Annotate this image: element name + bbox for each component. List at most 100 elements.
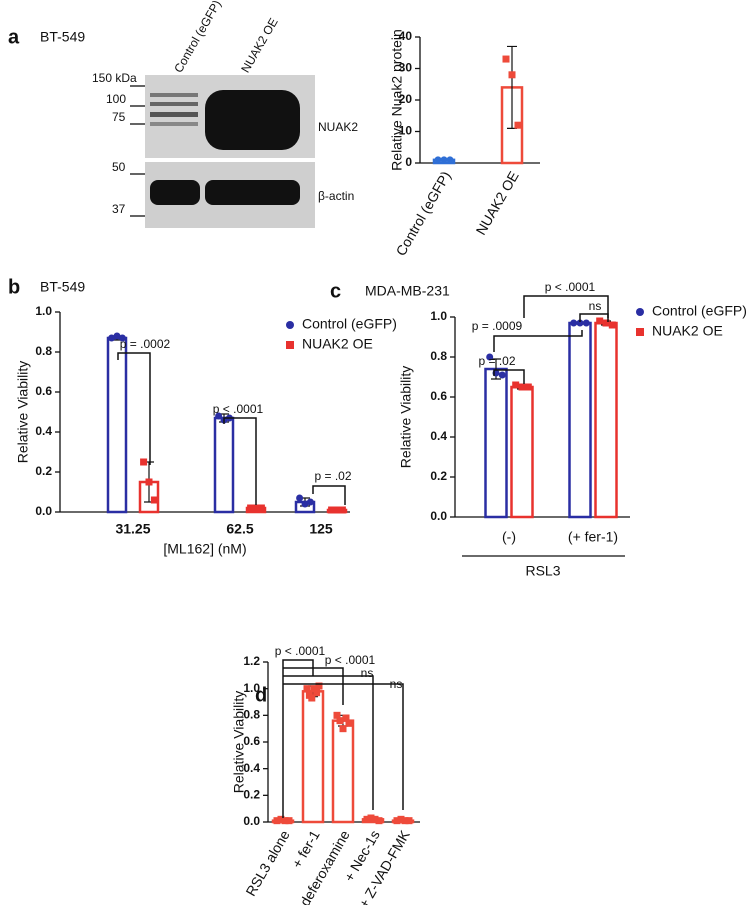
marker-label: 75 [112, 110, 126, 124]
bracket [223, 417, 257, 505]
bracket [312, 485, 346, 505]
band-label: β-actin [318, 189, 354, 203]
markers [130, 85, 145, 217]
y-tick-label: 0.4 [35, 424, 52, 438]
point [252, 504, 260, 512]
lane-label: NUAK2 OE [238, 16, 280, 76]
bar [213, 416, 235, 514]
annotation: ns [361, 666, 374, 680]
y-tick-label: 0.8 [243, 708, 260, 722]
panel-letter: d [255, 684, 267, 706]
legend-marker [286, 341, 294, 349]
band [205, 180, 300, 205]
annotation: ns [390, 677, 403, 691]
point [338, 506, 346, 514]
point [273, 817, 281, 825]
bar [568, 321, 592, 519]
panel-letter: b [8, 276, 20, 298]
y-axis-label: Relative Viability [15, 361, 31, 463]
band [205, 90, 300, 150]
y-tick-label: 30 [399, 61, 413, 75]
legend-marker [636, 328, 644, 336]
bracket [493, 369, 525, 384]
y-tick-label: 1.0 [35, 304, 52, 318]
point [514, 121, 522, 129]
panel-letter: c [330, 280, 341, 302]
y-tick-label: 0.4 [243, 761, 260, 775]
y-tick-label: 0.0 [243, 814, 260, 828]
bracket [493, 330, 583, 352]
y-tick-label: 0 [405, 155, 412, 169]
point [367, 814, 375, 822]
marker-label: 37 [112, 202, 126, 216]
x-tick-label: 125 [309, 521, 333, 537]
cell-line: BT-549 [40, 29, 85, 45]
point [333, 711, 341, 719]
y-axis-label: Relative Viability [398, 366, 414, 468]
point [301, 500, 309, 508]
chart-title: MDA-MB-231 [365, 283, 450, 299]
point [247, 504, 255, 512]
bar [106, 336, 128, 514]
point [108, 334, 116, 342]
band [150, 102, 198, 106]
band [150, 112, 198, 117]
point [401, 817, 409, 825]
point [310, 685, 318, 693]
legend-label: Control (eGFP) [652, 303, 747, 319]
y-tick-label: 0.2 [430, 469, 447, 483]
annotation: p = .02 [478, 354, 515, 368]
point [315, 682, 323, 690]
legend-label: NUAK2 OE [302, 336, 373, 352]
legend-marker [636, 308, 644, 316]
point [308, 694, 316, 702]
annotation: p = .0002 [120, 337, 171, 351]
point [524, 383, 532, 391]
y-tick-label: 0.4 [430, 429, 447, 443]
y-tick-label: 0.0 [430, 509, 447, 523]
annotation: p < .0001 [213, 402, 264, 416]
point [486, 353, 494, 361]
point [339, 725, 347, 733]
bar [331, 719, 355, 824]
point [498, 371, 506, 379]
point [296, 494, 304, 502]
y-tick-label: 0.2 [35, 464, 52, 478]
bracket [117, 352, 151, 465]
point [602, 319, 610, 327]
point [596, 317, 604, 325]
legend-marker [286, 321, 294, 329]
y-tick-label: 1.2 [243, 654, 260, 668]
point [405, 817, 413, 825]
point [518, 383, 526, 391]
point [306, 498, 314, 506]
x-axis-label: [ML162] (nM) [163, 541, 246, 557]
y-tick-label: 1.0 [243, 681, 260, 695]
y-tick-label: 0.8 [430, 349, 447, 363]
x-tick-label: (-) [502, 529, 516, 545]
x-tick-label: 31.25 [115, 521, 150, 537]
point [440, 156, 448, 164]
lane-label: Control (eGFP) [171, 0, 224, 75]
annotation: ns [589, 299, 602, 313]
point [285, 817, 293, 825]
annotation: p < .0001 [275, 644, 326, 658]
y-tick-label: 10 [399, 124, 413, 138]
point [342, 714, 350, 722]
point [336, 717, 344, 725]
marker-label: 100 [106, 92, 126, 106]
x-tick-label: NUAK2 OE [473, 168, 522, 237]
point [363, 815, 371, 823]
band [150, 122, 198, 126]
point [576, 319, 584, 327]
point [502, 55, 510, 63]
point [393, 817, 401, 825]
band [150, 180, 200, 205]
point [345, 719, 353, 727]
x-tick-label: Control (eGFP) [392, 168, 453, 258]
bracket [283, 683, 404, 810]
point [277, 815, 285, 823]
point [313, 689, 321, 697]
annotation: p < .0001 [545, 280, 596, 294]
x-tick-label: (+ fer-1) [568, 529, 618, 545]
